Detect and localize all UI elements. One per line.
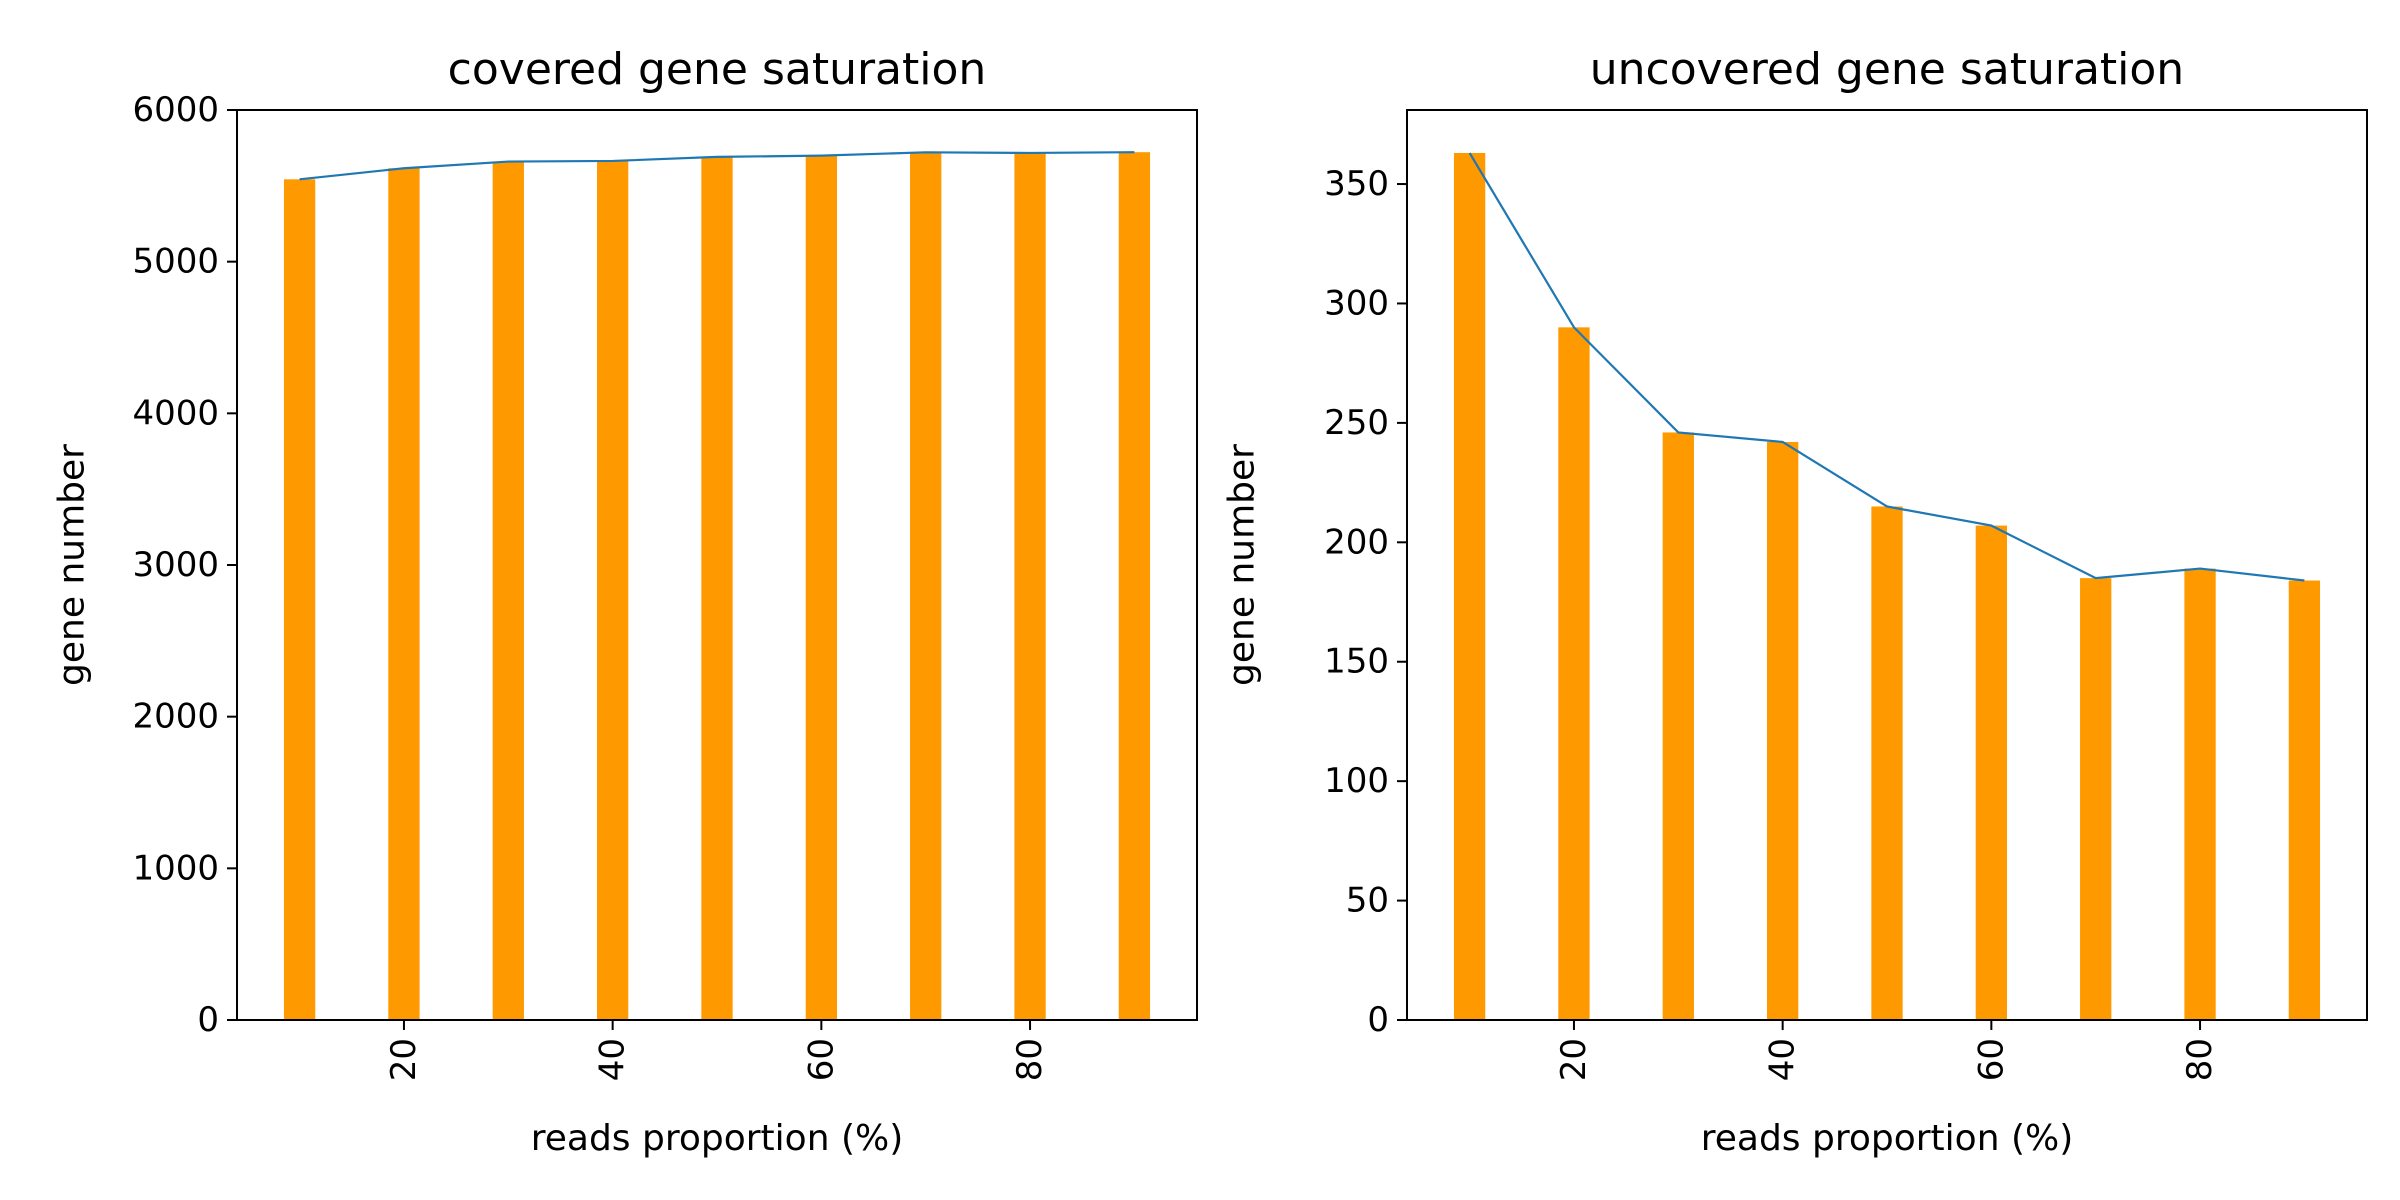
bar	[1014, 152, 1046, 1021]
y-tick-label: 200	[1324, 522, 1389, 562]
bars	[1453, 152, 2321, 1021]
x-axis-label: reads proportion (%)	[531, 1118, 904, 1159]
y-tick-label: 350	[1324, 164, 1389, 204]
bar	[2080, 578, 2112, 1020]
bar	[701, 156, 733, 1021]
bar	[1767, 441, 1799, 1020]
bar	[388, 168, 420, 1021]
covered-saturation-chart: covered gene saturation reads proportion…	[52, 44, 1198, 1159]
x-tick-label: 60	[801, 1038, 841, 1081]
x-tick-label: 80	[1010, 1038, 1050, 1081]
y-tick-label: 300	[1324, 283, 1389, 323]
y-tick-label: 100	[1324, 761, 1389, 801]
bar	[1975, 525, 2007, 1020]
bar	[2288, 580, 2321, 1020]
y-axis-label: gene number	[1222, 444, 1263, 686]
y-tick-label: 2000	[132, 697, 219, 737]
bar	[492, 161, 524, 1021]
bar	[1118, 152, 1151, 1020]
trend-line	[1468, 152, 2305, 582]
bar	[1871, 506, 1903, 1021]
bar	[2184, 568, 2216, 1020]
y-tick-label: 3000	[132, 545, 219, 585]
bar	[910, 152, 942, 1020]
x-axis-label: reads proportion (%)	[1701, 1118, 2074, 1159]
chart-title: uncovered gene saturation	[1590, 44, 2184, 95]
bar	[283, 179, 316, 1021]
y-axis-label: gene number	[52, 444, 93, 686]
chart-title: covered gene saturation	[448, 44, 987, 95]
bar	[1662, 432, 1694, 1021]
y-tick-label: 150	[1324, 642, 1389, 682]
y-tick-label: 4000	[132, 393, 219, 433]
x-tick-label: 20	[1554, 1038, 1594, 1081]
x-tick-label: 40	[1763, 1038, 1803, 1081]
trend-line	[299, 151, 1135, 181]
uncovered-saturation-chart: uncovered gene saturation reads proporti…	[1222, 44, 2368, 1159]
x-tick-label: 60	[1971, 1038, 2011, 1081]
y-tick-label: 0	[197, 1000, 219, 1040]
bar	[1453, 152, 1486, 1020]
y-tick-label: 50	[1346, 881, 1389, 921]
x-tick-label: 80	[2180, 1038, 2220, 1081]
x-tick-label: 20	[384, 1038, 424, 1081]
y-tick-label: 0	[1367, 1000, 1389, 1040]
bars	[283, 152, 1151, 1021]
y-tick-label: 250	[1324, 403, 1389, 443]
y-tick-label: 1000	[132, 848, 219, 888]
y-tick-label: 5000	[132, 242, 219, 282]
x-tick-label: 40	[593, 1038, 633, 1081]
bar	[1558, 327, 1590, 1020]
y-tick-label: 6000	[132, 90, 219, 130]
bar	[805, 155, 837, 1020]
plot-frame	[1406, 109, 2368, 1021]
bar	[597, 160, 629, 1020]
